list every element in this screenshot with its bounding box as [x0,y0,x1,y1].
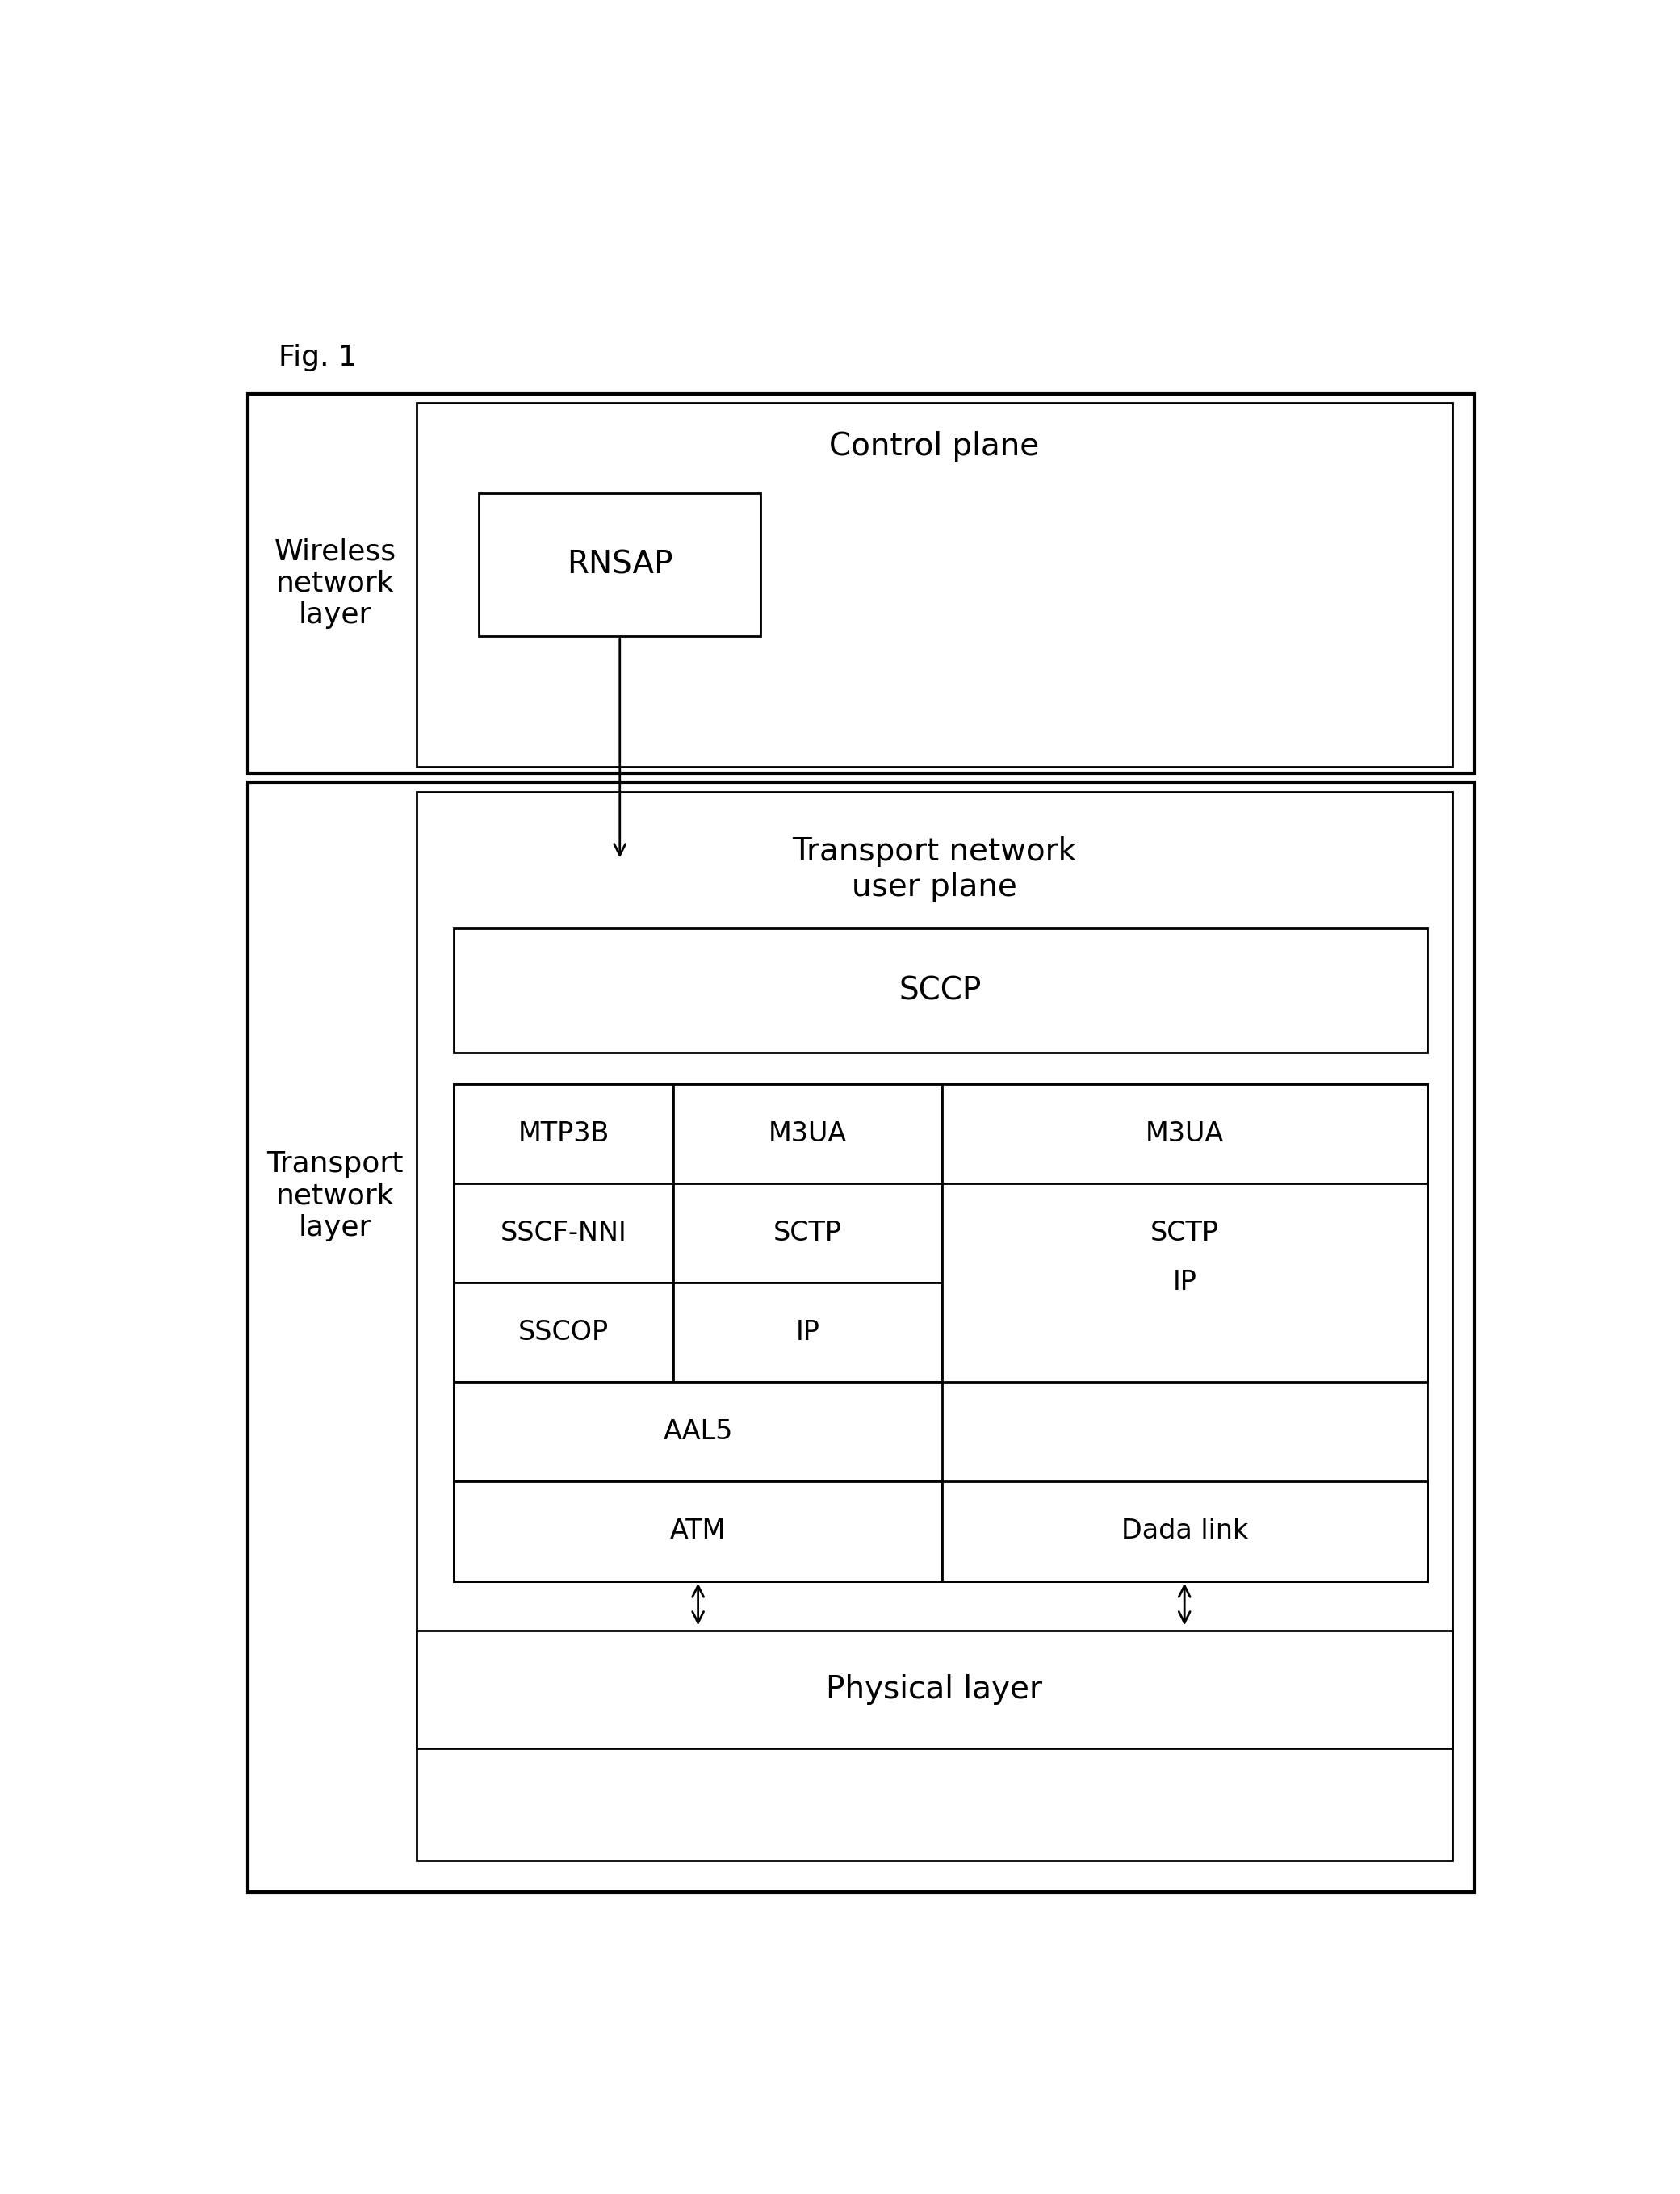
Text: Control plane: Control plane [830,432,1040,463]
Bar [454,1084,1426,1582]
Bar [454,1382,942,1481]
Text: IP: IP [795,1319,820,1345]
Text: Fig. 1: Fig. 1 [279,344,358,371]
Text: M3UA: M3UA [768,1121,847,1147]
Bar [942,1183,1426,1283]
Bar [247,783,1473,1891]
Text: Transport
network
layer: Transport network layer [267,1150,403,1242]
Text: MTP3B: MTP3B [517,1121,610,1147]
Text: SCCP: SCCP [899,974,981,1005]
Bar [674,1084,942,1183]
Text: Physical layer: Physical layer [827,1674,1042,1705]
Bar [417,792,1452,1861]
Bar [454,1481,942,1582]
Bar [454,1183,674,1283]
Text: AAL5: AAL5 [664,1420,732,1446]
Text: ATM: ATM [670,1518,726,1545]
Bar [417,404,1452,766]
Bar [454,1283,674,1382]
Bar [479,494,761,636]
Text: SSCOP: SSCOP [517,1319,608,1345]
Text: RNSAP: RNSAP [566,548,674,579]
Text: SCTP: SCTP [773,1220,842,1246]
Bar [674,1183,942,1283]
Bar [247,393,1473,772]
Bar [942,1084,1426,1183]
Bar [454,1084,674,1183]
Text: SCTP: SCTP [1151,1220,1218,1246]
Text: M3UA: M3UA [1146,1121,1223,1147]
Text: IP: IP [1173,1270,1196,1297]
Text: SSCF-NNI: SSCF-NNI [501,1220,627,1246]
Text: Transport network
user plane: Transport network user plane [791,836,1077,902]
Text: Dada link: Dada link [1121,1518,1248,1545]
Bar [942,1183,1426,1382]
Text: Wireless
network
layer: Wireless network layer [274,538,396,630]
Bar [454,928,1426,1053]
Bar [674,1283,942,1382]
Bar [942,1481,1426,1582]
Bar [417,1630,1452,1749]
